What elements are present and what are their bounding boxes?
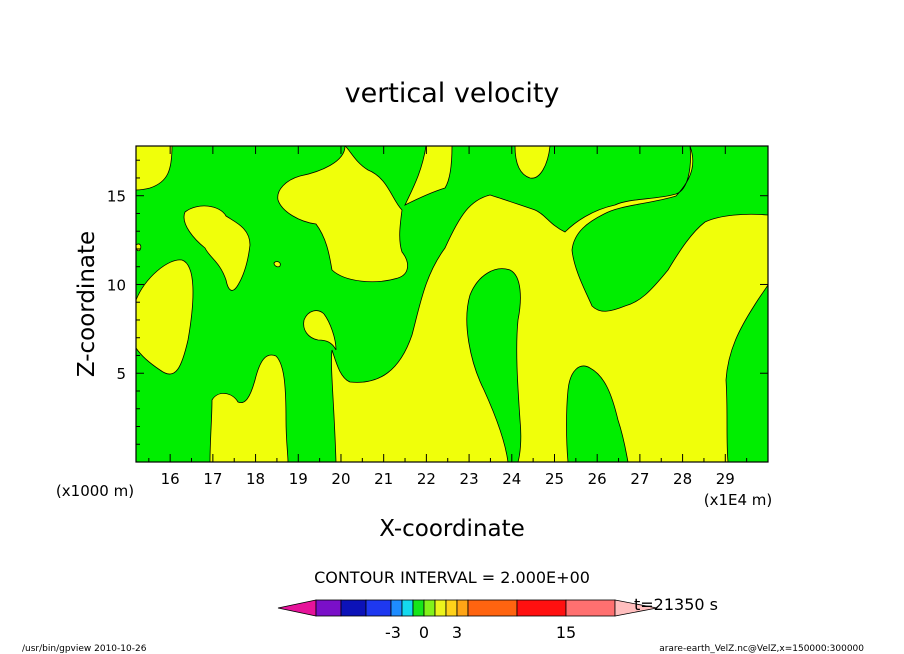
x-tick-label: 18 (246, 470, 265, 488)
x-tick-label: 28 (673, 470, 692, 488)
contour-region (136, 259, 194, 375)
colorbar-cell (401, 599, 414, 617)
colorbar-cell (445, 599, 458, 617)
contour-region (514, 146, 551, 179)
y-tick-label: 5 (116, 365, 126, 383)
colorbar-label: 15 (556, 623, 576, 642)
chart-title: vertical velocity (345, 78, 560, 109)
colorbar-cell (565, 599, 616, 617)
x-tick-label: 25 (545, 470, 564, 488)
x-tick-label: 27 (630, 470, 649, 488)
y-ticks: 5 10 15 (107, 159, 768, 445)
y-tick-label: 15 (107, 188, 126, 206)
contour-interval: CONTOUR INTERVAL = 2.000E+00 (314, 568, 590, 587)
colorbar-label: 3 (452, 623, 462, 642)
contour-region (136, 146, 173, 191)
colorbar: -3 0 3 15 (277, 599, 658, 642)
x-tick-label: 29 (716, 470, 735, 488)
contour-region (273, 261, 281, 268)
colorbar-cell (412, 599, 425, 617)
time-label: t=21350 s (634, 595, 718, 614)
colorbar-cell (434, 599, 447, 617)
x-tick-label: 24 (502, 470, 521, 488)
x-tick-label: 17 (203, 470, 222, 488)
contour-region (209, 354, 289, 462)
contour-region (303, 310, 337, 351)
footer-right: arare-earth_VelZ.nc@VelZ,x=150000:300000 (659, 644, 864, 654)
contour-region (331, 146, 768, 462)
x-unit-label: (x1E4 m) (704, 491, 773, 509)
colorbar-cell (365, 599, 392, 617)
colorbar-cell (456, 599, 469, 617)
x-tick-label: 19 (289, 470, 308, 488)
x-tick-label: 26 (588, 470, 607, 488)
plot-area (136, 146, 768, 462)
x-tick-label: 23 (460, 470, 479, 488)
plot-frame (135, 145, 769, 463)
x-tick-label: 22 (417, 470, 436, 488)
y-tick-label: 10 (107, 276, 126, 294)
x-tick-label: 20 (331, 470, 350, 488)
colorbar-arrow-left (277, 599, 317, 617)
footer-left: /usr/bin/gpview 2010-10-26 (22, 644, 147, 654)
contour-region (136, 243, 142, 252)
contour-region (183, 205, 251, 291)
colorbar-cell (467, 599, 518, 617)
colorbar-arrow-right (614, 599, 658, 617)
x-ticks: 16 17 18 19 20 21 22 23 24 25 26 27 28 29 (148, 146, 748, 488)
colorbar-cell (390, 599, 403, 617)
y-unit-label: (x1000 m) (56, 482, 134, 500)
contour-region (404, 146, 453, 206)
colorbar-cell (340, 599, 367, 617)
colorbar-label: -3 (385, 623, 401, 642)
x-tick-label: 21 (374, 470, 393, 488)
y-axis-label: Z-coordinate (74, 231, 100, 377)
colorbar-label: 0 (419, 623, 429, 642)
colorbar-cell (516, 599, 567, 617)
x-axis-label: X-coordinate (379, 516, 525, 542)
x-tick-label: 16 (161, 470, 180, 488)
colorbar-cell (423, 599, 436, 617)
contour-region (274, 146, 408, 283)
colorbar-cell (315, 599, 342, 617)
